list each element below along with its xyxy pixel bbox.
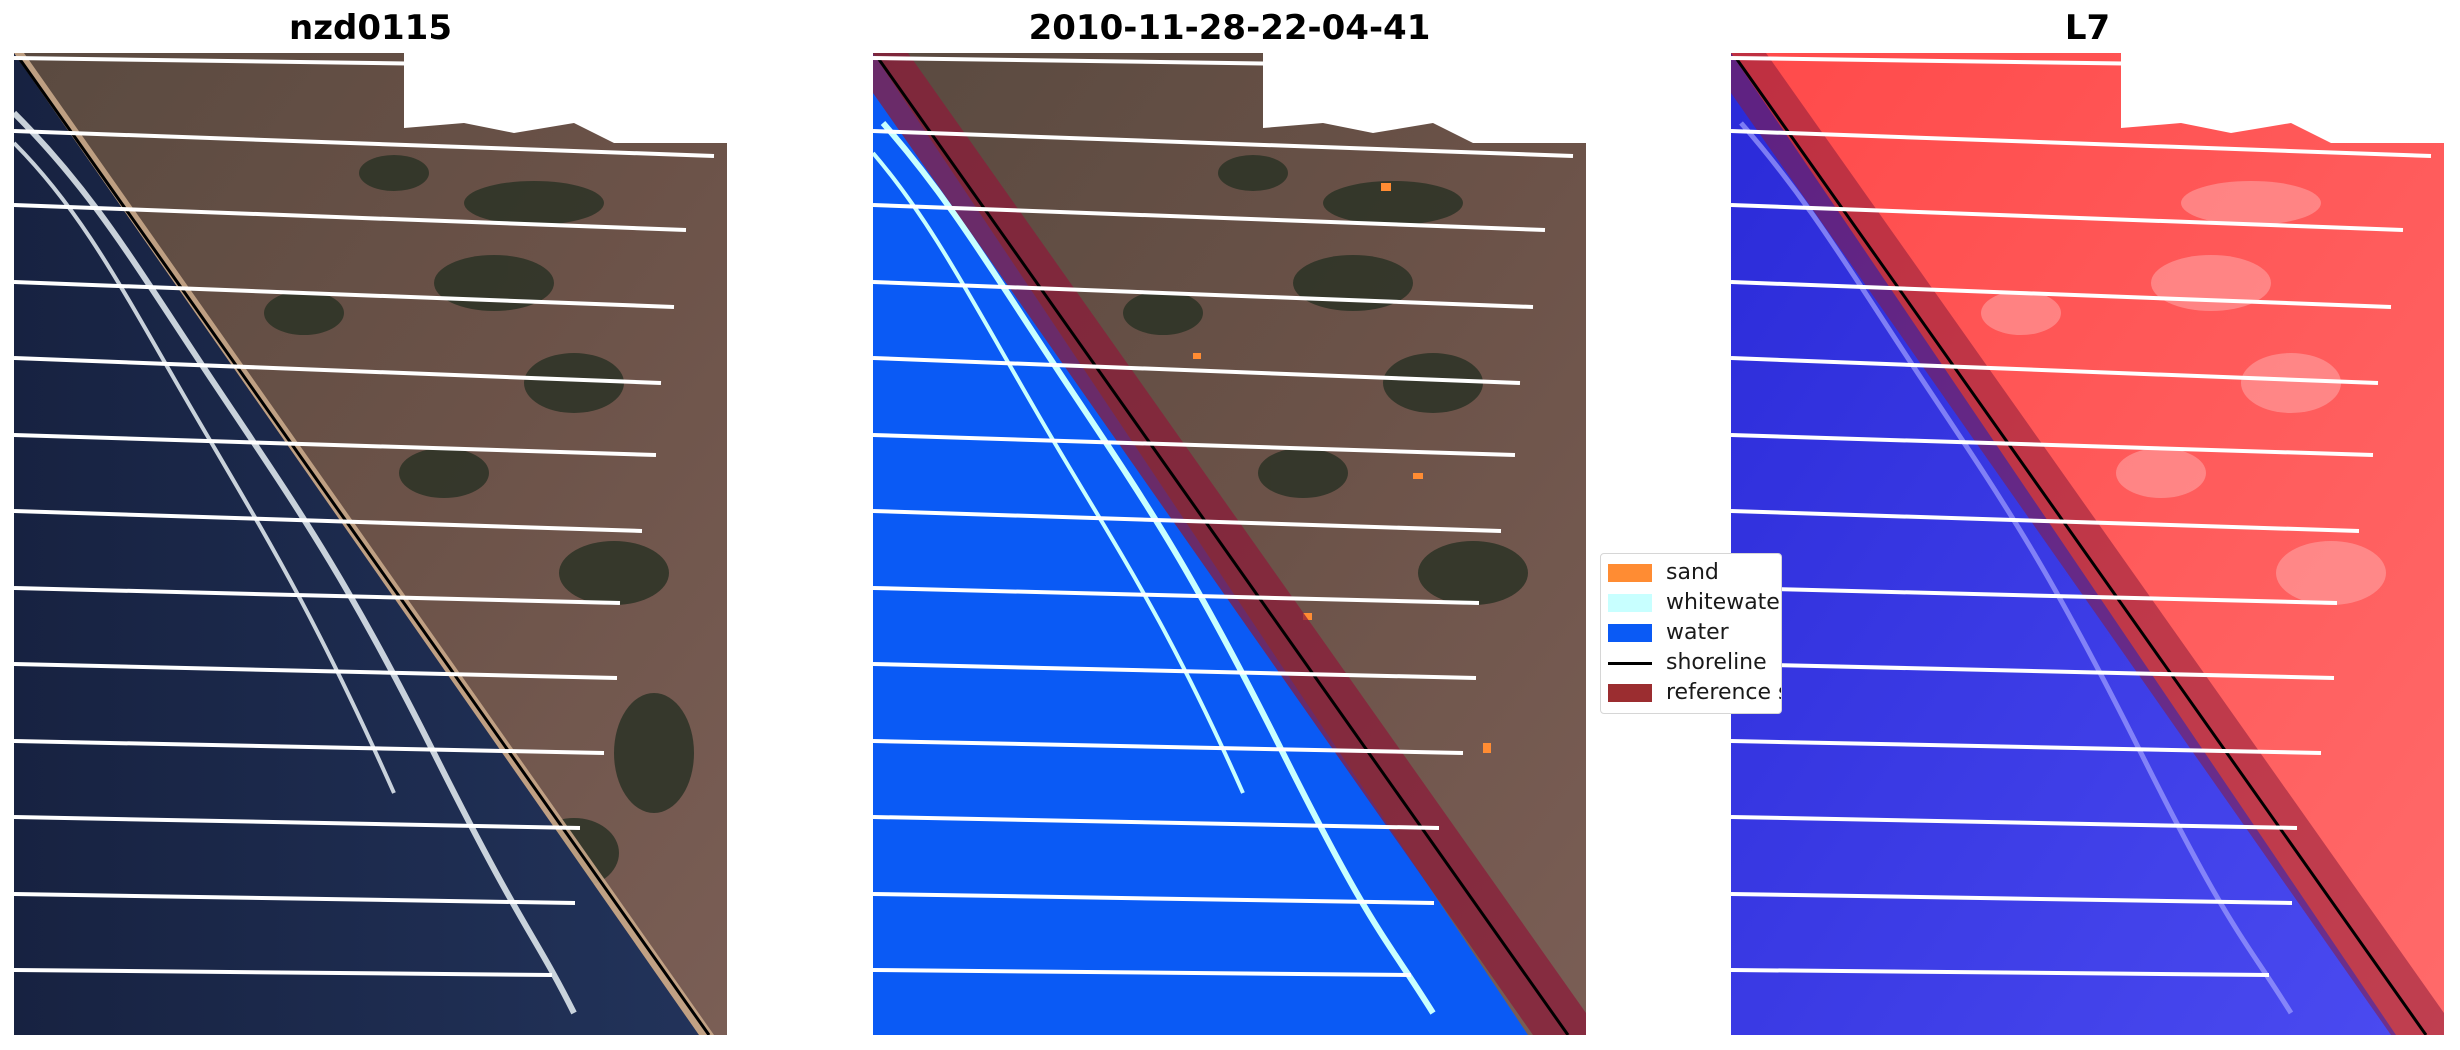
- index-land-texture: [1981, 181, 2386, 605]
- legend-label-water: water: [1666, 620, 1729, 645]
- panel-title-index: L7: [2064, 8, 2111, 48]
- sand-swatch: [1608, 564, 1652, 582]
- cloud-gap: [2121, 53, 2444, 143]
- legend-label-sand: sand: [1666, 560, 1719, 585]
- water-index-panel: [1731, 53, 2444, 1035]
- shoreline: [876, 57, 1570, 1035]
- panel-title-classified: 2010-11-28-22-04-41: [1028, 8, 1431, 48]
- legend-item-water: water: [1601, 618, 1781, 646]
- index-surf: [1739, 121, 2294, 1015]
- classified-image-panel: [873, 53, 1586, 1035]
- legend-label-whitewater: whitewater: [1666, 590, 1782, 615]
- water-swatch: [1608, 624, 1652, 642]
- cloud-gap: [1263, 53, 1586, 143]
- legend-item-sand: sand: [1601, 558, 1781, 586]
- shoreline: [1734, 57, 2428, 1035]
- rgb-image-panel: [14, 53, 727, 1035]
- vegetation-patches: [1123, 155, 1528, 605]
- shoreline-line-swatch: [1608, 662, 1652, 665]
- vegetation-patches: [264, 155, 694, 888]
- sand-class-patches: [1193, 183, 1491, 753]
- reference-buffer-swatch: [1608, 684, 1652, 702]
- reference-buffer: [873, 53, 1586, 1035]
- stripe-gaps: [14, 56, 727, 977]
- legend-item-reference-buffer: reference shoreline buffer: [1601, 678, 1781, 706]
- whitewater-class: [873, 121, 1436, 1015]
- stripe-gaps: [873, 56, 1586, 977]
- cloud-gap: [404, 53, 727, 143]
- panel-title-rgb: nzd0115: [289, 8, 452, 48]
- legend-item-whitewater: whitewater: [1601, 588, 1782, 616]
- shoreline: [17, 57, 711, 1035]
- legend-label-reference-buffer: reference shoreline buffer: [1666, 680, 1781, 705]
- reference-buffer: [1731, 53, 2444, 1035]
- surf-lines: [14, 110, 577, 1015]
- legend: sand whitewater water shoreline referenc…: [1600, 553, 1782, 714]
- legend-label-shoreline: shoreline: [1666, 650, 1767, 675]
- whitewater-swatch: [1608, 594, 1652, 612]
- legend-item-shoreline: shoreline: [1601, 648, 1781, 676]
- stripe-gaps: [1731, 56, 2444, 977]
